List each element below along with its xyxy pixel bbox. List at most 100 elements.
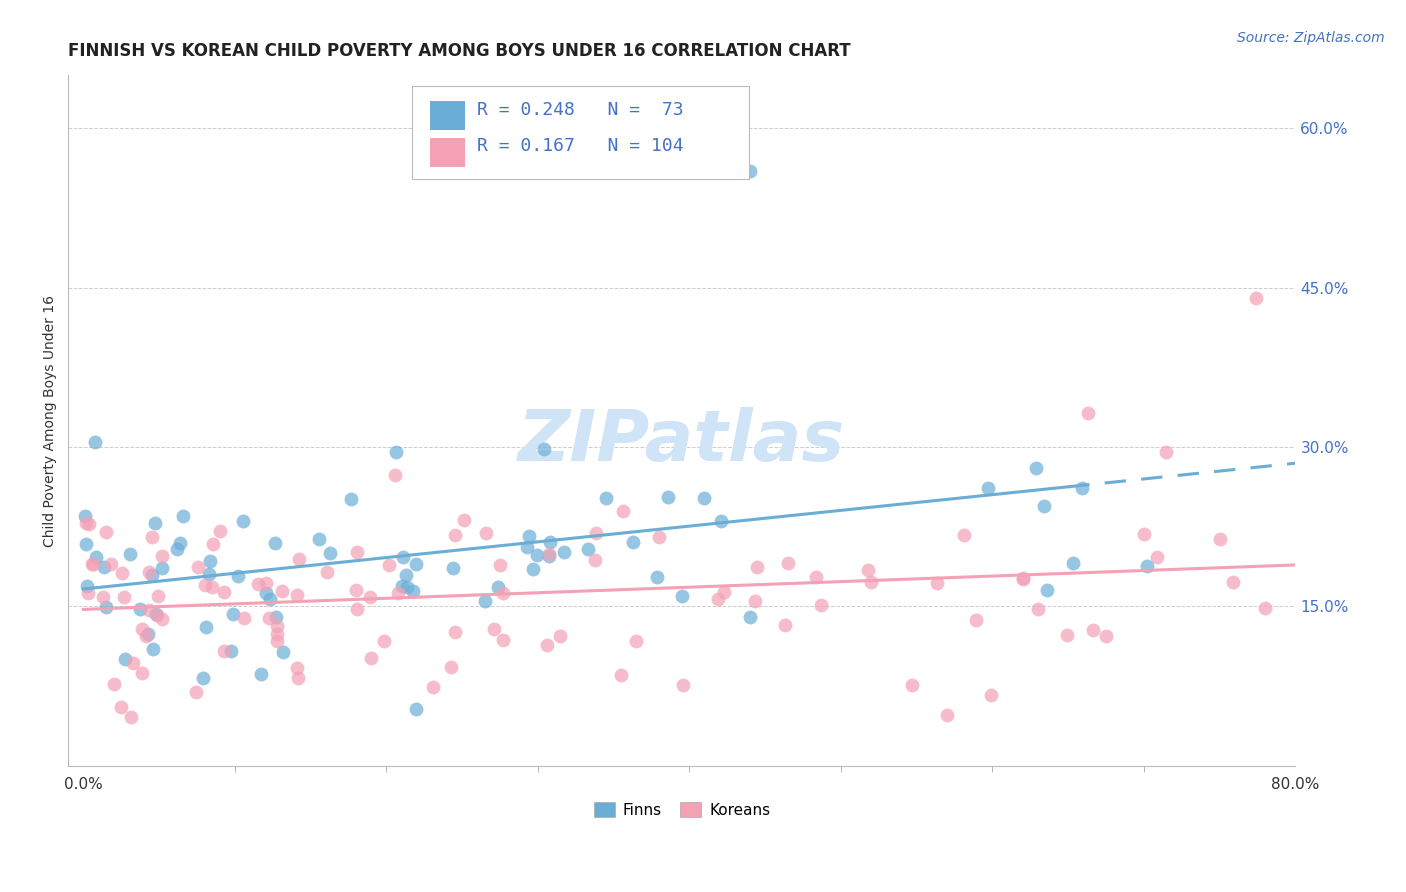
Point [259,591,281,606]
Point [226,568,249,582]
Point [150,612,173,626]
Bar [430,102,464,130]
Point [76,578,98,592]
Point [287,671,309,685]
Point [806,570,828,584]
Point [128,602,150,616]
Point [1222,575,1244,590]
Point [186,559,208,574]
Point [384,445,406,459]
Point [538,534,561,549]
Point [1154,445,1177,459]
Point [709,514,731,528]
Point [288,551,311,566]
Point [548,629,571,643]
Point [901,678,924,692]
Point [583,552,606,566]
Point [91,591,114,605]
Point [441,561,464,575]
Point [111,566,134,581]
Point [308,532,330,546]
Point [391,579,413,593]
Point [422,680,444,694]
Point [212,644,235,658]
Point [94,525,117,540]
Point [953,528,976,542]
Point [221,607,243,621]
Point [707,591,730,606]
Point [516,541,538,555]
Point [936,707,959,722]
Point [145,607,167,621]
Point [121,657,143,671]
Point [474,594,496,608]
Text: ZIPatlas: ZIPatlas [519,407,845,475]
Point [346,602,368,616]
Point [395,580,418,594]
Point [621,534,644,549]
Point [378,558,401,573]
Point [120,710,142,724]
Point [612,504,634,518]
Point [138,565,160,579]
Point [522,562,544,576]
Point [738,610,761,624]
Point [647,530,669,544]
Point [475,525,498,540]
Point [657,490,679,504]
Point [526,549,548,563]
Point [75,516,97,530]
Point [266,626,288,640]
Point [738,164,761,178]
Point [1036,582,1059,597]
Point [344,583,367,598]
Point [135,628,157,642]
Point [1208,532,1230,546]
Text: Source: ZipAtlas.com: Source: ZipAtlas.com [1237,31,1385,45]
Point [202,537,225,551]
Point [810,598,832,612]
Point [316,565,339,579]
Point [484,622,506,636]
Point [1032,500,1054,514]
Point [595,491,617,505]
Point [672,678,695,692]
Point [860,574,883,589]
Point [195,620,218,634]
Point [254,586,277,600]
Point [645,569,668,583]
Point [141,568,163,582]
Point [103,677,125,691]
Point [585,525,607,540]
Point [492,586,515,600]
Point [94,600,117,615]
Point [118,548,141,562]
Point [444,625,467,640]
Point [266,634,288,648]
Point [536,638,558,652]
Point [259,611,281,625]
Point [75,537,97,551]
Point [143,516,166,530]
Point [346,545,368,559]
Point [439,660,461,674]
Point [1011,572,1033,586]
Point [232,610,254,624]
Point [1246,291,1268,305]
Point [246,576,269,591]
Point [285,588,308,602]
Point [84,434,107,449]
Point [197,566,219,581]
Y-axis label: Child Poverty Among Boys Under 16: Child Poverty Among Boys Under 16 [44,294,58,547]
Point [141,530,163,544]
Point [212,585,235,599]
Point [1071,481,1094,495]
Point [576,542,599,557]
Point [319,546,342,560]
Point [150,561,173,575]
Point [100,557,122,571]
Point [340,491,363,506]
Point [250,667,273,681]
Point [395,568,418,582]
Point [1083,623,1105,637]
